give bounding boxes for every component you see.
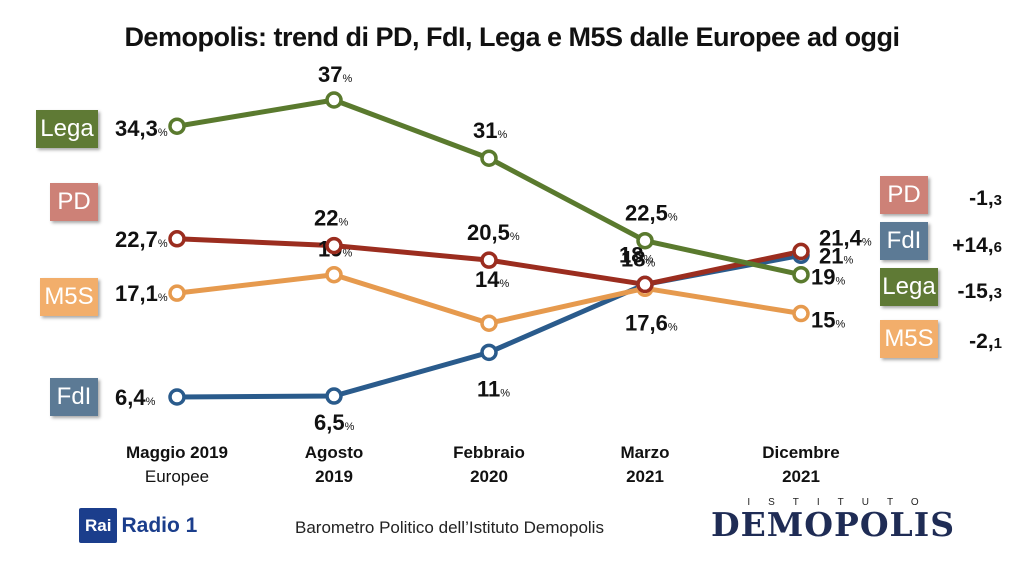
x-tick-sublabel-4: 2021 xyxy=(782,467,820,486)
data-label-lega-3: 22,5% xyxy=(625,201,678,226)
data-point-m5s-1 xyxy=(325,265,343,284)
data-point-fdi-2 xyxy=(480,343,498,362)
data-label-fdi-2: 11% xyxy=(477,376,510,401)
x-tick-label-4: Dicembre xyxy=(762,443,839,462)
x-tick-label-3: Marzo xyxy=(620,443,669,462)
rai-logo: Rai xyxy=(79,508,118,543)
demopolis-logo-main: DEMOPOLIS xyxy=(710,505,956,544)
delta-m5s: -2,1 xyxy=(969,330,1002,353)
radio1-logo-text: Radio 1 xyxy=(121,513,198,537)
data-label-pd-2: 20,5% xyxy=(467,220,520,245)
legend-right-m5s: M5S xyxy=(880,320,938,358)
data-point-lega-2 xyxy=(480,149,498,167)
data-label-m5s-0: 17,1% xyxy=(115,281,168,306)
data-label-m5s-2: 14% xyxy=(475,267,509,292)
data-point-pd-1 xyxy=(325,236,343,255)
legend-left-fdi: FdI xyxy=(50,378,98,416)
data-point-m5s-4 xyxy=(792,304,810,323)
data-label-pd-4: 21,4% xyxy=(819,225,872,250)
x-tick-sublabel-0: Europee xyxy=(145,467,209,486)
source-note: Barometro Politico dell’Istituto Demopol… xyxy=(295,518,604,537)
x-tick-label-2: Febbraio xyxy=(453,443,525,462)
data-label-fdi-4: 21% xyxy=(819,243,853,268)
data-point-pd-4 xyxy=(792,242,810,261)
data-label-lega-2: 31% xyxy=(473,118,507,143)
data-label-lega-0: 34,3% xyxy=(115,116,168,141)
delta-fdi: +14,6 xyxy=(952,234,1002,257)
demopolis-logo-top: ISTITUTO xyxy=(747,497,937,508)
data-label-pd-1: 22% xyxy=(314,206,348,231)
data-label-m5s-3: 17,6% xyxy=(625,310,678,335)
data-point-pd-3 xyxy=(636,275,654,294)
data-point-pd-0 xyxy=(168,230,186,248)
legend-right-fdi: FdI xyxy=(880,222,928,260)
data-label-fdi-1: 6,5% xyxy=(314,410,355,435)
data-point-pd-2 xyxy=(480,251,498,269)
x-tick-sublabel-1: 2019 xyxy=(315,467,353,486)
legend-right-pd: PD xyxy=(880,176,928,214)
data-point-m5s-2 xyxy=(480,314,498,332)
data-point-fdi-0 xyxy=(168,388,186,406)
data-label-lega-4: 19% xyxy=(811,265,845,290)
legend-left-pd: PD xyxy=(50,183,98,221)
data-label-lega-1: 37% xyxy=(318,62,352,87)
data-label-fdi-0: 6,4% xyxy=(115,385,156,410)
delta-lega: -15,3 xyxy=(957,280,1002,303)
data-point-lega-3 xyxy=(636,231,654,250)
data-point-m5s-0 xyxy=(168,284,186,302)
data-point-lega-0 xyxy=(168,117,186,135)
delta-pd: -1,3 xyxy=(969,187,1002,210)
x-tick-label-1: Agosto xyxy=(305,443,364,462)
data-label-pd-0: 22,7% xyxy=(115,227,168,252)
data-label-pd-3: 18% xyxy=(621,246,655,271)
legend-left-lega: Lega xyxy=(36,110,98,148)
data-point-fdi-1 xyxy=(325,387,343,405)
x-tick-sublabel-3: 2021 xyxy=(626,467,664,486)
rai-radio1-logo: Rai Radio 1 xyxy=(79,508,197,543)
data-label-m5s-4: 15% xyxy=(811,308,845,333)
demopolis-logo: ISTITUTO DEMOPOLIS xyxy=(708,497,958,542)
x-tick-label-0: Maggio 2019 xyxy=(126,443,228,462)
data-point-lega-1 xyxy=(325,91,343,109)
data-point-lega-4 xyxy=(792,265,810,284)
legend-right-lega: Lega xyxy=(880,268,938,306)
x-tick-sublabel-2: 2020 xyxy=(470,467,508,486)
chart-title: Demopolis: trend di PD, FdI, Lega e M5S … xyxy=(124,22,900,52)
legend-left-m5s: M5S xyxy=(40,278,98,316)
